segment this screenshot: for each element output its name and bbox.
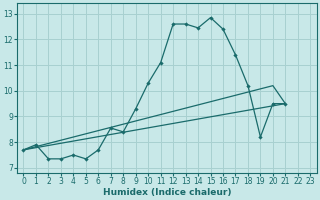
X-axis label: Humidex (Indice chaleur): Humidex (Indice chaleur): [103, 188, 231, 197]
